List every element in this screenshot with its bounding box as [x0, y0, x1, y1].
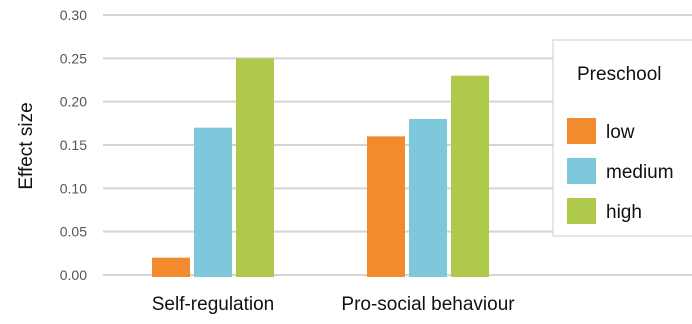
category-label: Self-regulation	[152, 294, 275, 315]
legend-label-high: high	[606, 202, 642, 223]
bars	[152, 58, 489, 278]
bar-high-1	[451, 75, 489, 278]
legend-label-medium: medium	[606, 162, 674, 183]
legend: Preschool low medium high	[552, 39, 692, 237]
bar-medium-0	[194, 127, 232, 278]
legend-label-low: low	[606, 122, 635, 143]
y-tick-label: 0.05	[60, 224, 87, 240]
y-tick-label: 0.20	[60, 94, 87, 110]
category-labels: Self-regulation Pro-social behaviour	[152, 294, 516, 315]
legend-swatch-high	[567, 198, 596, 224]
y-tick-label: 0.00	[60, 267, 87, 283]
y-axis-title: Effect size	[16, 102, 37, 189]
y-tick-label: 0.25	[60, 50, 87, 66]
legend-swatch-medium	[567, 158, 596, 184]
y-tick-labels: 0.00 0.05 0.10 0.15 0.20 0.25 0.30	[60, 7, 87, 283]
legend-swatch-low	[567, 118, 596, 144]
y-tick-label: 0.30	[60, 7, 87, 23]
bar-high-0	[236, 58, 274, 278]
bar-medium-1	[409, 119, 447, 277]
category-label: Pro-social behaviour	[341, 294, 515, 315]
bar-low-0	[152, 257, 190, 277]
y-tick-label: 0.15	[60, 137, 87, 153]
legend-title: Preschool	[577, 64, 662, 85]
bar-low-1	[367, 136, 405, 277]
y-tick-label: 0.10	[60, 180, 87, 196]
